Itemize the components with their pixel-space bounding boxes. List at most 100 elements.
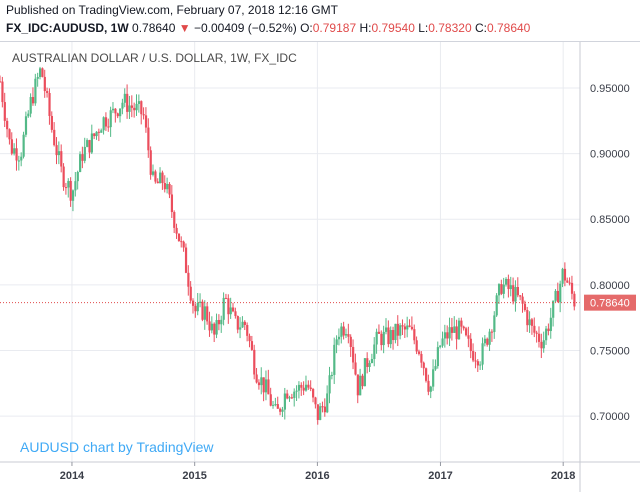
candle-body	[130, 105, 134, 108]
candle-body	[272, 404, 275, 406]
candle-body	[74, 181, 77, 191]
price-axis[interactable]: 0.95000 0.90000 0.85000 0.80000 0.75000 0.700…	[590, 83, 630, 423]
time-axis[interactable]: 2014 2015 2016 2017 2018	[60, 462, 576, 482]
candle-body	[144, 115, 148, 128]
price-change: −0.00409 (−0.52%)	[193, 21, 297, 35]
candle-body	[62, 166, 65, 188]
candle-body	[93, 133, 96, 137]
candle-body	[347, 334, 350, 337]
close-value: 0.78640	[486, 21, 531, 35]
candles	[0, 66, 576, 425]
candle-body	[29, 97, 32, 114]
candle-body	[175, 227, 178, 234]
candle-body	[401, 325, 404, 327]
candle-body	[528, 319, 531, 326]
candle-body	[316, 404, 319, 420]
candle-body	[523, 303, 527, 311]
candle-body	[559, 283, 562, 303]
watermark-link[interactable]: AUDUSD chart by TradingView	[20, 439, 214, 455]
candle-body	[1, 81, 4, 103]
candle-body	[361, 375, 364, 387]
candle-body	[243, 321, 246, 325]
candle-body	[406, 325, 409, 330]
chart-title: AUSTRALIAN DOLLAR / U.S. DOLLAR, 1W, FX_…	[12, 51, 297, 65]
time-tick-label: 2018	[551, 470, 575, 482]
candle-body	[521, 296, 524, 304]
candle-body	[194, 305, 197, 312]
candle-body	[196, 302, 199, 312]
candle-body	[111, 108, 115, 111]
candle-body	[20, 156, 23, 161]
candle-body	[88, 140, 91, 153]
candle-body	[443, 332, 447, 339]
candle-body	[326, 393, 329, 413]
candle-body	[295, 390, 298, 392]
candle-body	[396, 323, 399, 336]
candle-body	[410, 326, 414, 330]
close-label: C:	[474, 21, 487, 35]
candle-body	[314, 397, 317, 405]
candle-body	[448, 327, 451, 339]
candle-body	[121, 102, 124, 109]
candle-body	[156, 181, 159, 184]
candle-body	[415, 340, 418, 352]
candle-body	[335, 339, 338, 345]
candle-body	[403, 326, 407, 330]
candle-body	[135, 103, 138, 111]
candle-body	[420, 353, 423, 363]
candle-body	[290, 397, 294, 399]
candle-body	[107, 126, 110, 128]
candle-body	[149, 150, 152, 175]
candle-body	[104, 117, 108, 127]
candle-body	[533, 325, 536, 333]
candle-body	[323, 406, 326, 413]
candle-body	[328, 375, 331, 394]
candle-body	[354, 362, 357, 375]
low-value: 0.78320	[428, 21, 472, 35]
candle-body	[344, 334, 348, 336]
candle-body	[246, 324, 249, 336]
candle-body	[304, 384, 308, 391]
candle-body	[109, 110, 112, 128]
candle-body	[199, 301, 202, 303]
candle-body	[31, 97, 35, 104]
candle-body	[191, 300, 195, 306]
candle-body	[173, 212, 176, 228]
candle-body	[370, 358, 374, 364]
last-price-label: 0.78640	[584, 294, 636, 311]
candle-body	[168, 183, 171, 195]
candle-body	[439, 345, 442, 348]
candle-body	[151, 171, 155, 175]
candle-body	[483, 338, 487, 344]
time-tick-label: 2014	[60, 470, 85, 482]
candle-body	[497, 284, 501, 296]
open-value: 0.79187	[312, 21, 357, 35]
candle-body	[119, 108, 122, 117]
candle-body	[17, 160, 21, 162]
candle-body	[269, 394, 272, 406]
candle-body	[276, 404, 279, 409]
candle-body	[163, 183, 166, 190]
candle-body	[116, 113, 119, 117]
candle-body	[133, 107, 136, 111]
candle-body	[537, 333, 541, 342]
candle-body	[300, 384, 303, 388]
candle-body	[67, 180, 70, 188]
candle-body	[27, 113, 30, 117]
candle-body	[375, 331, 378, 345]
candle-body	[422, 362, 425, 369]
candle-body	[79, 154, 82, 172]
candle-body	[220, 319, 223, 325]
candle-body	[234, 311, 237, 317]
candle-body	[53, 129, 56, 146]
symbol-label[interactable]: FX_IDC:AUDUSD, 1W	[6, 21, 129, 35]
time-tick-label: 2017	[428, 470, 452, 482]
candle-body	[137, 101, 141, 104]
candle-body	[453, 326, 456, 333]
candle-body	[281, 409, 284, 412]
price-tick-label: 0.95000	[590, 83, 630, 95]
candle-body	[255, 374, 258, 383]
candle-body	[465, 328, 468, 336]
price-chart[interactable]: 0.95000 0.90000 0.85000 0.80000 0.75000 0.700…	[0, 42, 640, 494]
candle-body	[123, 93, 126, 103]
